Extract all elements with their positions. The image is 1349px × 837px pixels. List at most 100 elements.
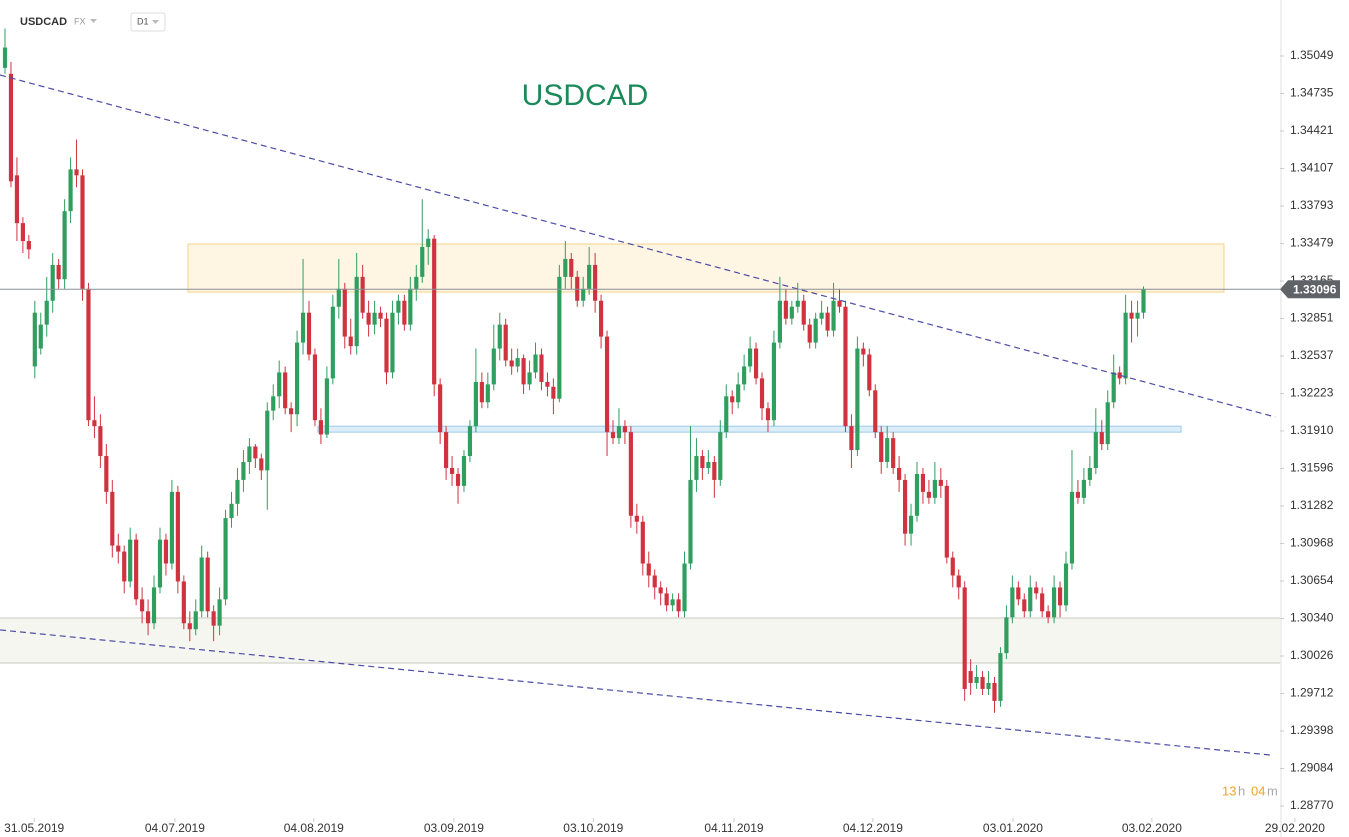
candle-body	[652, 575, 657, 588]
candle-body	[604, 336, 610, 433]
candle-body	[932, 479, 937, 498]
trendline	[0, 74, 1276, 418]
interval: D1	[137, 16, 149, 26]
candle-body	[360, 276, 365, 313]
candle-body	[1028, 587, 1033, 612]
candle-body	[1057, 587, 1063, 606]
candle-body	[187, 623, 192, 630]
candle-body	[128, 539, 133, 582]
candle-body	[56, 264, 61, 280]
candle-body	[378, 312, 383, 319]
candle-body	[712, 462, 717, 480]
candle-body	[795, 300, 800, 307]
candle-body	[569, 258, 574, 277]
candle-body	[151, 587, 157, 624]
candle-body	[44, 300, 49, 325]
y-tick-label: 1.34421	[1290, 123, 1334, 137]
last-price-tag	[1280, 280, 1340, 299]
candle-body	[348, 336, 353, 347]
y-tick-label: 1.33793	[1290, 198, 1334, 212]
candle-body	[563, 258, 568, 277]
y-tick-label: 1.35049	[1290, 48, 1334, 62]
candle-body	[1117, 372, 1122, 379]
candle-body	[593, 264, 598, 301]
y-tick-label: 1.32223	[1290, 386, 1334, 400]
candle-body	[342, 288, 347, 337]
candle-body	[783, 300, 788, 319]
candle-body	[110, 491, 115, 546]
candle-body	[455, 473, 461, 486]
candle-body	[557, 276, 562, 399]
candle-body	[229, 503, 234, 519]
candle-body	[616, 426, 622, 439]
x-tick-label: 31.05.2019	[4, 821, 64, 835]
candle-body	[891, 438, 896, 468]
candle-body	[20, 223, 25, 242]
candle-body	[515, 358, 520, 367]
y-tick-label: 1.34107	[1290, 161, 1334, 175]
header: USDCAD FX D1	[20, 12, 166, 32]
market-dropdown[interactable]	[90, 19, 97, 23]
candle-body	[730, 396, 735, 403]
candle-body	[1123, 312, 1128, 379]
y-tick-label: 1.30968	[1290, 536, 1334, 550]
candle-body	[1081, 479, 1086, 498]
candle-body	[742, 366, 747, 385]
candle-body	[32, 312, 37, 367]
candle-body	[861, 348, 866, 355]
candle-body	[294, 342, 300, 415]
y-tick-label: 1.29712	[1290, 686, 1334, 700]
candle-body	[527, 372, 532, 385]
candle-body	[283, 372, 288, 409]
interval-select[interactable]	[130, 12, 166, 32]
symbol: USDCAD	[20, 16, 67, 28]
candle-body	[777, 300, 782, 343]
candle-body	[122, 551, 127, 582]
candle-body	[920, 473, 926, 492]
resistance-zone	[187, 243, 1225, 293]
candle-body	[438, 384, 443, 433]
candle-body	[837, 300, 842, 307]
candle-body	[265, 410, 270, 471]
candle-body	[2, 47, 8, 68]
candle-body	[694, 456, 699, 480]
interval-dropdown	[152, 20, 159, 24]
candle-body	[193, 611, 198, 630]
candle-body	[1135, 312, 1140, 319]
candle-body	[163, 539, 169, 564]
candle-body	[247, 446, 252, 463]
candle-body	[1040, 593, 1045, 612]
y-tick-label: 1.34735	[1290, 86, 1334, 100]
candle-body	[1052, 587, 1057, 618]
zones	[0, 243, 1280, 664]
candle-body	[449, 467, 455, 474]
candle-body	[390, 312, 395, 373]
candle-body	[759, 378, 765, 409]
x-tick-label: 03.02.2020	[1122, 821, 1182, 835]
support-zone	[0, 617, 1280, 664]
candle-body	[312, 354, 318, 421]
y-tick-label: 1.30026	[1290, 648, 1334, 662]
candle-body	[622, 426, 628, 433]
candle-body	[724, 396, 729, 433]
candle-body	[843, 306, 848, 427]
candle-body	[253, 446, 258, 459]
candle-body	[324, 378, 329, 435]
candle-body	[1075, 491, 1081, 498]
candle-body	[205, 557, 210, 612]
candle-body	[277, 372, 282, 397]
x-tick-label: 03.09.2019	[424, 821, 484, 835]
candle-body	[402, 300, 407, 325]
x-tick-label: 04.11.2019	[704, 821, 763, 835]
candle-body	[587, 264, 592, 289]
candle-body	[944, 485, 949, 558]
x-tick-label: 03.01.2020	[983, 821, 1043, 835]
candle-body	[318, 420, 324, 435]
y-tick-label: 1.31910	[1290, 423, 1334, 437]
candle-body	[157, 539, 163, 588]
candle-body	[825, 312, 830, 331]
candle-body	[950, 557, 955, 576]
candle-body	[414, 276, 419, 289]
level-band	[317, 425, 1182, 433]
candle-body	[485, 384, 490, 403]
